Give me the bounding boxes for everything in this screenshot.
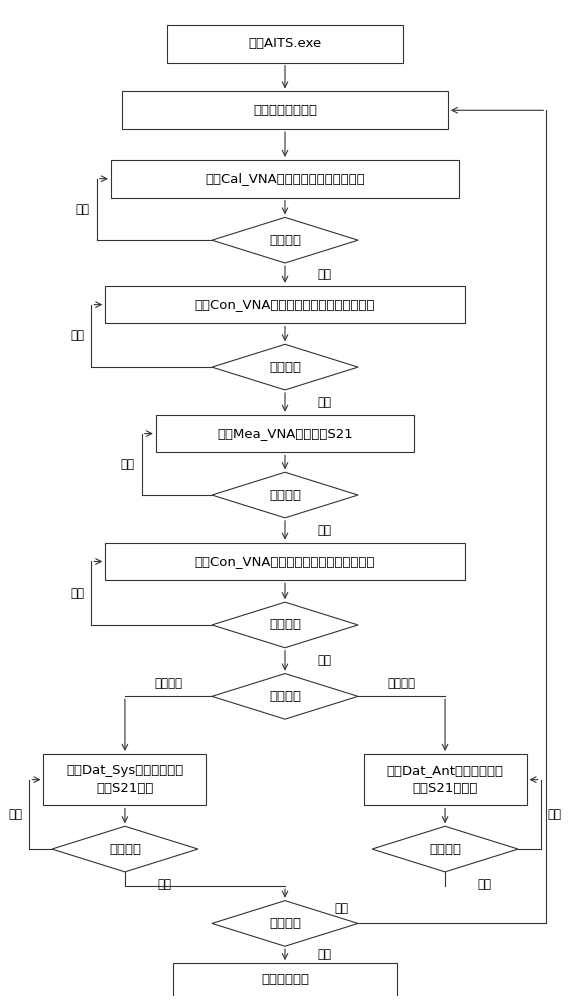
Text: 重复: 重复 <box>121 458 135 471</box>
Text: 重复: 重复 <box>70 329 84 342</box>
Text: 测试链路: 测试链路 <box>154 677 182 690</box>
Text: 进程判断: 进程判断 <box>429 843 461 856</box>
Polygon shape <box>212 674 358 719</box>
Text: 调用Con_VNA函数设置矢量网络分析仪参数: 调用Con_VNA函数设置矢量网络分析仪参数 <box>195 555 375 568</box>
Text: 继续: 继续 <box>317 654 331 667</box>
Text: 继续: 继续 <box>317 396 331 409</box>
Polygon shape <box>212 901 358 946</box>
Text: 进程判断: 进程判断 <box>269 234 301 247</box>
Polygon shape <box>52 826 198 872</box>
Polygon shape <box>212 344 358 390</box>
Text: 重复: 重复 <box>334 902 348 915</box>
FancyBboxPatch shape <box>43 754 206 805</box>
Text: 继续: 继续 <box>157 878 171 891</box>
Text: 进程判断: 进程判断 <box>269 361 301 374</box>
FancyBboxPatch shape <box>173 963 397 997</box>
FancyBboxPatch shape <box>167 25 403 63</box>
Text: 进程判断: 进程判断 <box>109 843 141 856</box>
FancyBboxPatch shape <box>156 415 414 452</box>
FancyBboxPatch shape <box>364 754 527 805</box>
Text: 退出控制模块: 退出控制模块 <box>261 973 309 986</box>
Polygon shape <box>212 602 358 648</box>
FancyBboxPatch shape <box>105 543 465 580</box>
Text: 继续: 继续 <box>478 878 491 891</box>
Text: 重复: 重复 <box>548 808 561 821</box>
Text: 进程判断: 进程判断 <box>269 489 301 502</box>
Text: 调用Cal_VNA函数校准矢量网络分析仪: 调用Cal_VNA函数校准矢量网络分析仪 <box>205 172 365 185</box>
Text: 继续: 继续 <box>317 268 331 281</box>
Text: 启动AITS.exe: 启动AITS.exe <box>249 37 321 50</box>
Text: 测试天线: 测试天线 <box>388 677 416 690</box>
FancyBboxPatch shape <box>105 286 465 323</box>
Text: 调用Con_VNA函数设置矢量网络分析仪参数: 调用Con_VNA函数设置矢量网络分析仪参数 <box>195 298 375 311</box>
Text: 重复: 重复 <box>9 808 22 821</box>
Polygon shape <box>372 826 518 872</box>
Text: 调用Dat_Ant函数存储天线
隔离S21参数度: 调用Dat_Ant函数存储天线 隔离S21参数度 <box>386 764 503 795</box>
Text: 调用Mea_VNA函数测量S21: 调用Mea_VNA函数测量S21 <box>217 427 353 440</box>
Polygon shape <box>212 217 358 263</box>
Text: 进程判断: 进程判断 <box>269 618 301 631</box>
Text: 重复: 重复 <box>76 203 90 216</box>
Text: 对象选择: 对象选择 <box>269 690 301 703</box>
Text: 进入控制模块界面: 进入控制模块界面 <box>253 104 317 117</box>
FancyBboxPatch shape <box>111 160 459 198</box>
Text: 继续: 继续 <box>317 524 331 537</box>
FancyBboxPatch shape <box>122 91 448 129</box>
Text: 调用Dat_Sys函数存储测试
链路S21参数: 调用Dat_Sys函数存储测试 链路S21参数 <box>66 764 184 795</box>
Polygon shape <box>212 472 358 518</box>
Text: 结束: 结束 <box>317 948 331 961</box>
Text: 重复: 重复 <box>70 587 84 600</box>
Text: 进程判断: 进程判断 <box>269 917 301 930</box>
